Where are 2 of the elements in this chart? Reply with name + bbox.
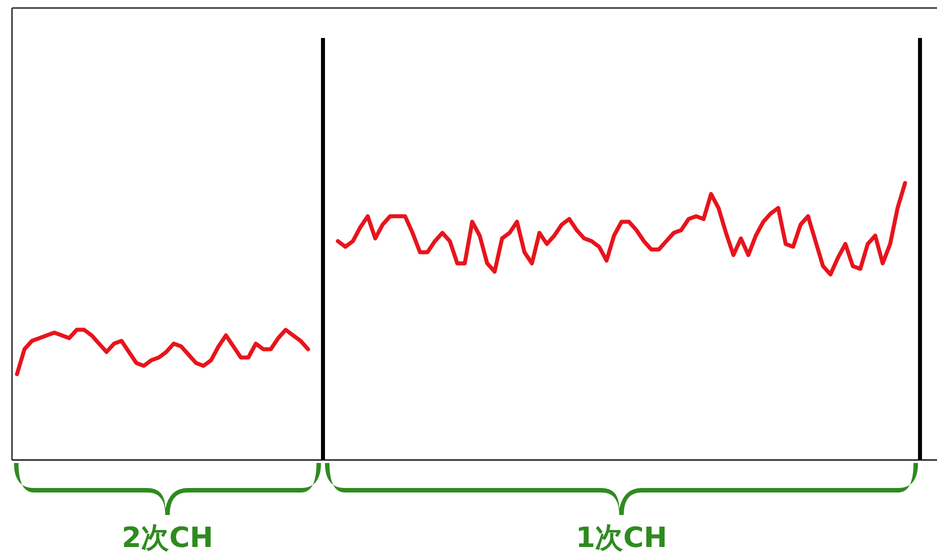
text: 2次CH [122,521,214,554]
text: 1次CH [576,521,668,554]
